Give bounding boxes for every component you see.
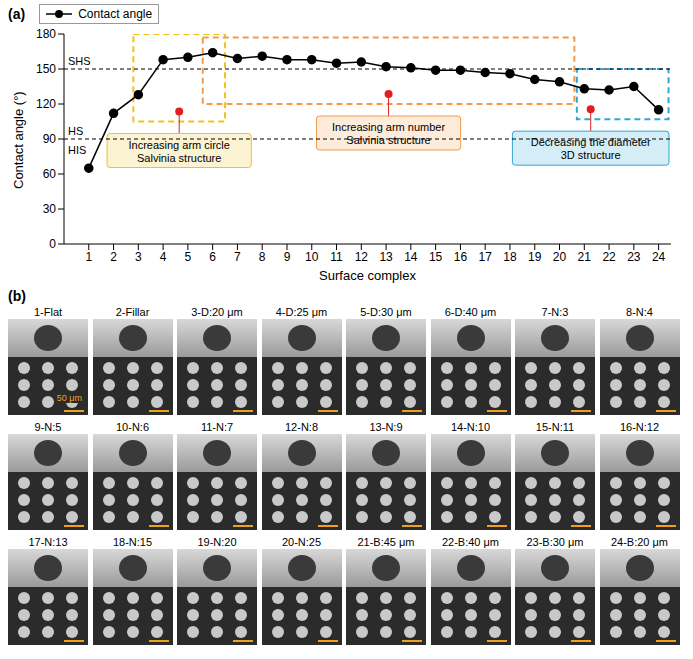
svg-text:Surface complex: Surface complex bbox=[319, 268, 416, 283]
svg-text:13: 13 bbox=[379, 250, 393, 264]
svg-text:11: 11 bbox=[330, 250, 343, 264]
svg-text:30: 30 bbox=[43, 202, 57, 216]
svg-text:4: 4 bbox=[160, 250, 167, 264]
svg-text:HS: HS bbox=[68, 125, 83, 137]
html-text:22-B:40 μm: 22-B:40 μm bbox=[442, 536, 499, 548]
html-text:17-N:13: 17-N:13 bbox=[28, 536, 68, 548]
html-text:6-D:40 μm: 6-D:40 μm bbox=[444, 306, 497, 318]
svg-text:19: 19 bbox=[528, 250, 542, 264]
html-text:10-N:6: 10-N:6 bbox=[116, 421, 149, 433]
html-text:19-N:20: 19-N:20 bbox=[197, 536, 237, 548]
html-text:11-N:7: 11-N:7 bbox=[200, 421, 234, 433]
svg-text:15: 15 bbox=[429, 250, 443, 264]
svg-text:0: 0 bbox=[49, 237, 56, 251]
svg-text:7: 7 bbox=[234, 250, 241, 264]
html-text:(a): (a) bbox=[8, 6, 26, 22]
html-text:Contact angle: Contact angle bbox=[78, 7, 153, 21]
svg-text:21: 21 bbox=[578, 250, 592, 264]
svg-text:18: 18 bbox=[503, 250, 517, 264]
html-text:16-N:12: 16-N:12 bbox=[619, 421, 660, 433]
svg-text:Increasing arm number: Increasing arm number bbox=[332, 121, 445, 133]
svg-text:Salvinia structure: Salvinia structure bbox=[346, 134, 430, 146]
html-text:14-N:10: 14-N:10 bbox=[450, 421, 491, 433]
svg-text:Increasing arm circle: Increasing arm circle bbox=[128, 139, 229, 151]
html-text:24-B:20 μm: 24-B:20 μm bbox=[611, 536, 668, 548]
svg-text:8: 8 bbox=[259, 250, 266, 264]
html-text:12-N:8: 12-N:8 bbox=[285, 421, 318, 433]
html-text:18-N:15: 18-N:15 bbox=[112, 536, 153, 548]
html-text:8-N:4: 8-N:4 bbox=[626, 306, 653, 318]
svg-text:1: 1 bbox=[85, 250, 92, 264]
svg-text:23: 23 bbox=[627, 250, 641, 264]
svg-text:6: 6 bbox=[209, 250, 216, 264]
html-text:23-B:30 μm: 23-B:30 μm bbox=[526, 536, 584, 548]
svg-text:12: 12 bbox=[355, 250, 369, 264]
html-text:(b): (b) bbox=[8, 288, 26, 304]
svg-text:90: 90 bbox=[43, 132, 57, 146]
html-text:7-N:3: 7-N:3 bbox=[541, 306, 569, 318]
svg-text:HIS: HIS bbox=[68, 144, 86, 156]
html-text:50 μm: 50 μm bbox=[56, 393, 82, 403]
svg-text:24: 24 bbox=[652, 250, 666, 264]
html-text:15-N:11: 15-N:11 bbox=[535, 421, 575, 433]
html-text:13-N:9: 13-N:9 bbox=[369, 421, 403, 433]
html-text:1-Flat: 1-Flat bbox=[33, 306, 63, 318]
svg-text:5: 5 bbox=[185, 250, 192, 264]
html-text:9-N:5: 9-N:5 bbox=[34, 421, 62, 433]
svg-text:22: 22 bbox=[602, 250, 616, 264]
html-text:3-D:20 μm: 3-D:20 μm bbox=[191, 306, 243, 318]
svg-text:120: 120 bbox=[36, 97, 56, 111]
html-text:4-D:25 μm: 4-D:25 μm bbox=[275, 306, 328, 318]
svg-text:3: 3 bbox=[135, 250, 142, 264]
svg-text:14: 14 bbox=[404, 250, 418, 264]
svg-text:Contact angle (°): Contact angle (°) bbox=[11, 91, 26, 189]
svg-text:60: 60 bbox=[43, 167, 57, 181]
svg-text:16: 16 bbox=[454, 250, 468, 264]
svg-text:10: 10 bbox=[305, 250, 319, 264]
html-text:20-N:25: 20-N:25 bbox=[281, 536, 322, 548]
svg-text:Salvinia structure: Salvinia structure bbox=[137, 152, 221, 164]
html-text:21-B:45 μm: 21-B:45 μm bbox=[357, 536, 415, 548]
svg-text:180: 180 bbox=[36, 27, 56, 41]
svg-text:Decreasing the diameter: Decreasing the diameter bbox=[531, 136, 651, 148]
svg-text:SHS: SHS bbox=[68, 55, 91, 67]
svg-text:20: 20 bbox=[553, 250, 567, 264]
svg-text:2: 2 bbox=[110, 250, 117, 264]
svg-text:17: 17 bbox=[479, 250, 493, 264]
svg-text:150: 150 bbox=[36, 62, 56, 76]
svg-text:3D structure: 3D structure bbox=[561, 149, 621, 161]
html-text:5-D:30 μm: 5-D:30 μm bbox=[360, 306, 412, 318]
html-text:2-Fillar: 2-Fillar bbox=[115, 306, 150, 318]
svg-text:9: 9 bbox=[284, 250, 291, 264]
